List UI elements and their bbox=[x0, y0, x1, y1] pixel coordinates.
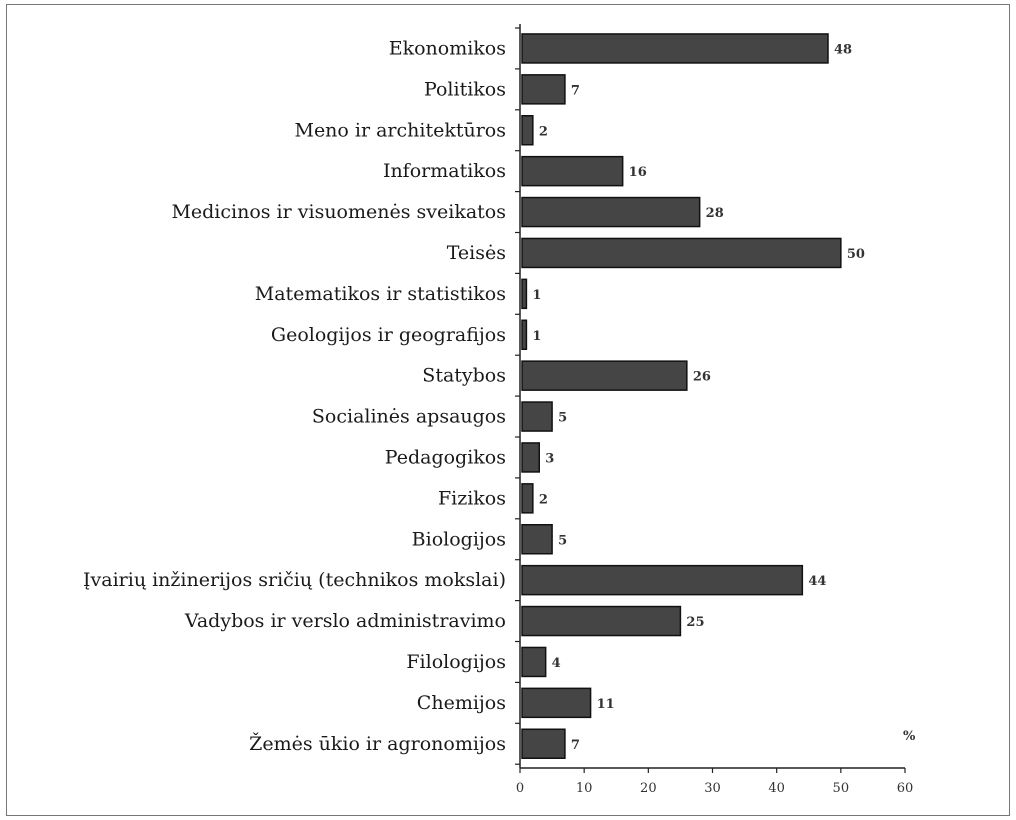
value-label: 2 bbox=[539, 492, 548, 507]
bar bbox=[521, 401, 553, 432]
x-tick-label: 0 bbox=[516, 781, 524, 796]
y-ticks: Ekonomikos Politikos Meno ir architektūros… bbox=[83, 27, 520, 765]
bar bbox=[521, 33, 829, 64]
value-label: 11 bbox=[597, 697, 615, 712]
category-label: Matematikos ir statistikos bbox=[255, 283, 506, 305]
x-tick-label: 20 bbox=[640, 781, 657, 796]
category-label: Meno ir architektūros bbox=[294, 119, 506, 141]
value-label: 3 bbox=[545, 451, 554, 466]
value-label: 16 bbox=[629, 165, 647, 180]
value-label: 28 bbox=[706, 206, 724, 221]
bar bbox=[521, 605, 682, 637]
category-label: Teisės bbox=[447, 242, 506, 264]
category-label: Vadybos ir verslo administravimo bbox=[184, 610, 506, 632]
value-label: 25 bbox=[686, 615, 704, 630]
category-label: Geologijos ir geografijos bbox=[271, 324, 506, 346]
bar bbox=[521, 646, 547, 678]
category-label: Ekonomikos bbox=[389, 37, 506, 59]
category-label: Pedagogikos bbox=[385, 446, 506, 468]
category-label: Fizikos bbox=[438, 487, 506, 509]
value-label: 48 bbox=[834, 42, 852, 57]
bar bbox=[521, 687, 592, 719]
value-label: 1 bbox=[532, 329, 541, 344]
category-label: Politikos bbox=[424, 78, 506, 100]
category-label: Medicinos ir visuomenės sveikatos bbox=[171, 201, 506, 223]
x-tick-label: 60 bbox=[897, 781, 914, 796]
bar bbox=[521, 196, 701, 228]
value-label: 26 bbox=[693, 370, 711, 385]
bar bbox=[521, 115, 534, 146]
value-label: 7 bbox=[571, 738, 580, 753]
x-tick-label: 30 bbox=[704, 781, 721, 796]
category-label: Informatikos bbox=[383, 160, 506, 182]
category-label: Žemės ūkio ir agronomijos bbox=[249, 732, 506, 755]
category-label: Chemijos bbox=[417, 692, 506, 714]
category-label: Socialinės apsaugos bbox=[312, 406, 506, 428]
value-label: 2 bbox=[539, 124, 548, 139]
x-tick-label: 50 bbox=[833, 781, 850, 796]
value-label: 5 bbox=[558, 533, 567, 548]
bar bbox=[521, 278, 528, 310]
bar bbox=[521, 237, 842, 269]
x-tick-label: 40 bbox=[768, 781, 785, 796]
bar bbox=[521, 524, 553, 555]
bar bbox=[521, 74, 566, 105]
value-label: 44 bbox=[808, 574, 826, 589]
x-ticks: 0 10 20 30 40 50 60 bbox=[516, 768, 913, 796]
category-label: Filologijos bbox=[406, 651, 506, 673]
category-label: Biologijos bbox=[412, 528, 506, 550]
x-tick-label: 10 bbox=[576, 781, 593, 796]
bar bbox=[521, 319, 528, 350]
value-label: 50 bbox=[847, 247, 865, 262]
value-label: 7 bbox=[571, 83, 580, 98]
bar bbox=[521, 483, 534, 514]
bar bbox=[521, 360, 688, 391]
chart-frame bbox=[6, 4, 1010, 816]
value-label: 1 bbox=[532, 288, 541, 303]
value-label: 5 bbox=[558, 411, 567, 426]
bar bbox=[521, 442, 540, 473]
bar bbox=[521, 728, 566, 759]
category-label: Įvairių inžinerijos sričių (technikos mo… bbox=[83, 569, 506, 591]
bar bbox=[521, 155, 624, 187]
category-label: Statybos bbox=[422, 365, 506, 387]
value-label: 4 bbox=[552, 656, 561, 671]
bar bbox=[521, 564, 804, 596]
unit-label: % bbox=[903, 729, 916, 744]
